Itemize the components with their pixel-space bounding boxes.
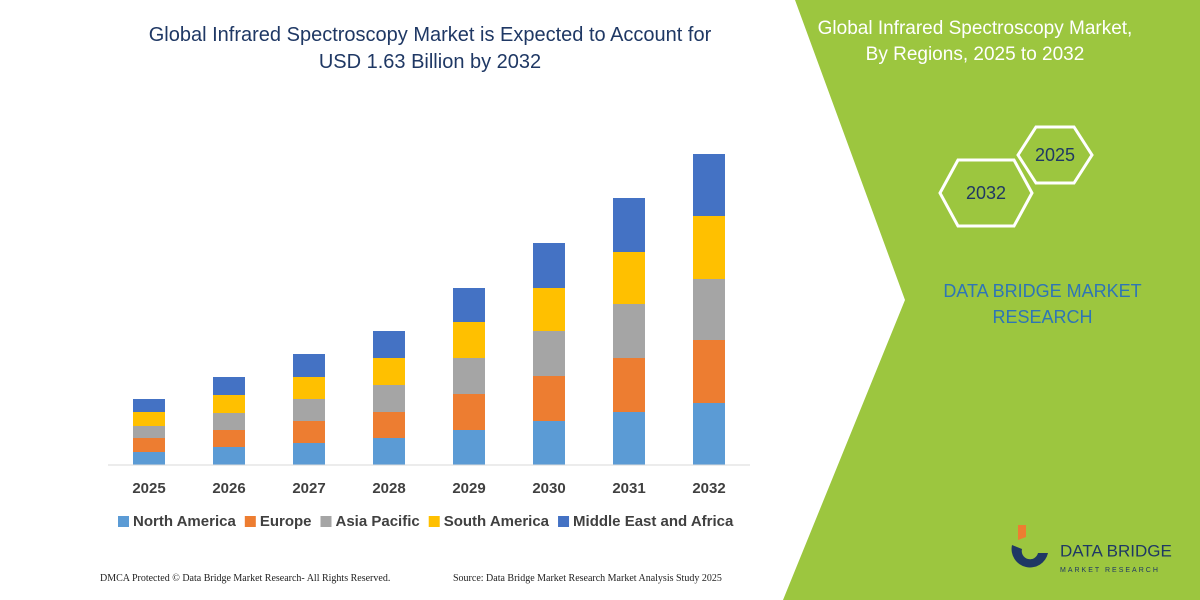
hexagon xyxy=(1016,125,1094,185)
bar-segment xyxy=(373,331,405,358)
bar-segment xyxy=(373,412,405,438)
bar-segment xyxy=(693,154,725,216)
legend-swatch xyxy=(428,516,440,527)
bar-segment xyxy=(133,426,165,438)
bar-segment xyxy=(213,395,245,413)
x-tick-label: 2028 xyxy=(372,480,405,497)
logo-tagline: MARKET RESEARCH xyxy=(1060,567,1160,574)
hexagon xyxy=(938,158,1034,228)
bar-segment xyxy=(373,438,405,465)
bar-segment xyxy=(533,421,565,465)
bar-segment xyxy=(693,279,725,340)
legend-label: North America xyxy=(133,513,236,530)
bar-segment xyxy=(293,399,325,421)
side-panel-bg xyxy=(783,0,1200,600)
legend-label: Europe xyxy=(260,513,312,530)
bar-segment xyxy=(533,243,565,288)
x-tick-label: 2031 xyxy=(612,480,645,497)
bar-segment xyxy=(453,430,485,465)
bar-segment xyxy=(453,394,485,430)
bar-segment xyxy=(213,447,245,465)
bar-segment xyxy=(613,198,645,252)
bar-segment xyxy=(693,340,725,403)
panel-title: Global Infrared Spectroscopy Market, By … xyxy=(817,18,1133,65)
bar-segment xyxy=(693,403,725,465)
legend-swatch xyxy=(244,516,256,527)
copyright: DMCA Protected © Data Bridge Market Rese… xyxy=(100,573,391,584)
bar-segment xyxy=(293,421,325,443)
x-tick-label: 2025 xyxy=(132,480,165,497)
bar-segment xyxy=(373,358,405,385)
legend-label: South America xyxy=(444,513,550,530)
chart-title: Global Infrared Spectroscopy Market is E… xyxy=(148,24,712,73)
bar-segment xyxy=(133,438,165,452)
legend-swatch xyxy=(558,516,570,527)
brand: DATA BRIDGE MARKET RESEARCH xyxy=(943,281,1142,327)
x-tick-label: 2032 xyxy=(692,480,725,497)
hexagon-label: 2032 xyxy=(966,183,1006,203)
bar-segment xyxy=(373,385,405,412)
bar-segment xyxy=(613,412,645,465)
x-tick-label: 2030 xyxy=(532,480,565,497)
bar-segment xyxy=(453,358,485,394)
bar-segment xyxy=(133,412,165,426)
x-tick-label: 2027 xyxy=(292,480,325,497)
legend-swatch xyxy=(320,516,332,527)
bar-segment xyxy=(533,376,565,421)
legend-swatch xyxy=(118,516,129,527)
bar-segment xyxy=(453,288,485,322)
x-tick-label: 2026 xyxy=(212,480,245,497)
bar-segment xyxy=(213,413,245,430)
hexagon-label: 2025 xyxy=(1035,145,1075,165)
bar-segment xyxy=(293,443,325,465)
bar-segment xyxy=(293,377,325,399)
logo-name: DATA BRIDGE xyxy=(1060,541,1172,560)
bar-segment xyxy=(533,331,565,376)
bar-segment xyxy=(613,358,645,412)
bar-segment xyxy=(213,430,245,447)
bar-segment xyxy=(613,252,645,304)
legend-label: Middle East and Africa xyxy=(573,513,734,530)
logo-icon xyxy=(1018,525,1026,540)
bar-segment xyxy=(133,452,165,465)
bar-segment xyxy=(613,304,645,358)
source: Source: Data Bridge Market Research Mark… xyxy=(453,573,722,584)
bar-segment xyxy=(533,288,565,331)
bar-segment xyxy=(293,354,325,377)
bar-segment xyxy=(693,216,725,279)
logo-icon xyxy=(1011,545,1048,568)
bar-segment xyxy=(133,399,165,412)
x-tick-label: 2029 xyxy=(452,480,485,497)
bar-segment xyxy=(213,377,245,395)
legend-label: Asia Pacific xyxy=(336,513,420,530)
bar-segment xyxy=(453,322,485,358)
